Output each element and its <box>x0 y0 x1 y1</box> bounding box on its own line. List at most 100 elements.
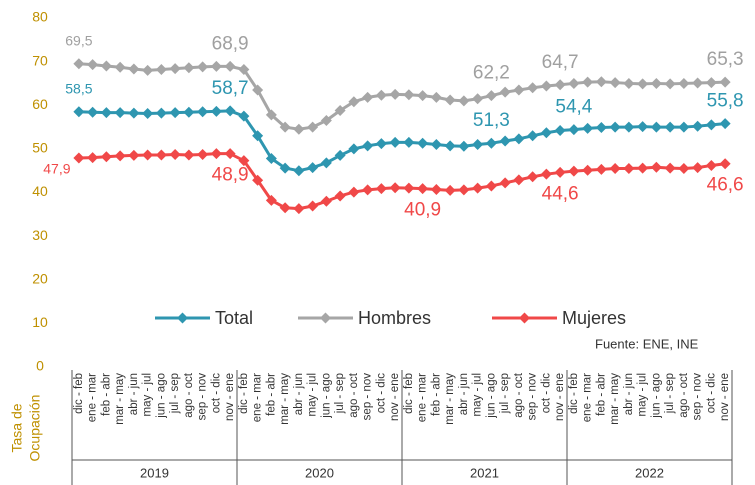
x-tick-label: jul - sep <box>499 373 511 414</box>
marker <box>238 155 250 167</box>
x-tick-label: oct - dic <box>375 373 387 414</box>
x-tick-label: may - jul <box>637 373 649 416</box>
marker <box>142 149 154 161</box>
marker <box>444 140 456 152</box>
x-tick-label: dic - feb <box>73 373 85 414</box>
y-axis-label: Tasa de <box>9 403 25 452</box>
marker <box>73 106 85 118</box>
marker <box>155 149 167 161</box>
x-tick-label: sep - nov <box>197 373 209 421</box>
data-label: 68,9 <box>212 33 249 54</box>
marker <box>265 194 277 206</box>
group-label: 2020 <box>305 465 334 480</box>
group-label: 2021 <box>470 465 499 480</box>
marker <box>513 133 525 145</box>
marker <box>609 77 621 89</box>
marker <box>623 77 635 89</box>
marker <box>650 161 662 173</box>
marker <box>197 61 209 73</box>
y-tick-label: 80 <box>32 9 48 25</box>
data-label: 69,5 <box>65 33 92 49</box>
y-tick-label: 30 <box>32 227 48 243</box>
marker <box>527 82 539 94</box>
marker <box>197 106 209 118</box>
marker <box>417 183 429 195</box>
x-tick-label: dic - feb <box>238 373 250 414</box>
data-label: 47,9 <box>43 161 70 177</box>
marker <box>375 183 387 195</box>
marker <box>87 59 99 71</box>
x-tick-label: nov - ene <box>719 373 731 421</box>
x-tick-label: may - jul <box>142 373 154 416</box>
series-line <box>78 109 726 173</box>
marker <box>664 121 676 133</box>
x-tick-label: feb - abr <box>595 373 607 416</box>
marker <box>155 63 167 75</box>
marker <box>128 63 140 75</box>
marker <box>73 152 85 164</box>
marker <box>458 95 470 107</box>
marker <box>582 164 594 176</box>
marker <box>403 89 415 101</box>
marker <box>114 61 126 73</box>
marker <box>692 120 704 132</box>
marker <box>568 124 580 136</box>
data-label: 46,6 <box>707 175 744 196</box>
marker <box>472 93 484 105</box>
x-tick-label: mar - may <box>279 373 291 425</box>
x-tick-label: jul - sep <box>334 373 346 414</box>
x-tick-label: ene - mar <box>252 373 264 422</box>
legend-label: Hombres <box>358 308 431 328</box>
marker <box>444 184 456 196</box>
marker <box>362 91 374 103</box>
marker <box>540 127 552 139</box>
marker <box>705 119 717 131</box>
marker <box>595 163 607 175</box>
x-tick-label: mar - may <box>114 373 126 425</box>
data-label: 58,7 <box>212 78 249 99</box>
marker <box>142 64 154 76</box>
marker <box>540 168 552 180</box>
marker <box>389 136 401 148</box>
y-tick-label: 40 <box>32 183 48 199</box>
x-tick-label: may - jul <box>472 373 484 416</box>
group-label: 2019 <box>140 465 169 480</box>
x-tick-label: mar - may <box>609 373 621 425</box>
x-tick-label: ago - oct <box>348 372 360 418</box>
marker <box>348 186 360 198</box>
y-tick-label: 50 <box>32 140 48 156</box>
marker <box>155 107 167 119</box>
marker <box>527 130 539 142</box>
marker <box>224 148 236 160</box>
x-tick-label: feb - abr <box>430 373 442 416</box>
x-tick-label: jul - sep <box>169 373 181 414</box>
data-label: 48,9 <box>212 165 249 186</box>
x-tick-label: nov - ene <box>554 373 566 421</box>
x-tick-label: abr - jun <box>623 373 635 415</box>
marker <box>485 180 497 192</box>
x-tick-label: ene - mar <box>417 373 429 422</box>
marker <box>403 136 415 148</box>
marker <box>279 162 291 174</box>
x-tick-label: oct - dic <box>210 373 222 414</box>
marker <box>637 121 649 133</box>
marker <box>499 86 511 98</box>
marker <box>307 162 319 174</box>
marker <box>637 78 649 90</box>
data-label: 51,3 <box>473 110 510 131</box>
marker <box>279 202 291 214</box>
marker <box>252 84 264 96</box>
marker <box>252 174 264 186</box>
x-tick-label: sep - nov <box>362 373 374 421</box>
marker <box>100 107 112 119</box>
x-tick-label: abr - jun <box>293 373 305 415</box>
marker <box>169 63 181 75</box>
y-tick-label: 20 <box>32 270 48 286</box>
marker <box>623 121 635 133</box>
marker <box>375 138 387 150</box>
marker <box>334 190 346 202</box>
marker <box>320 157 332 169</box>
x-tick-label: sep - nov <box>692 373 704 421</box>
x-tick-label: jun - ago <box>650 373 662 419</box>
marker <box>582 122 594 134</box>
